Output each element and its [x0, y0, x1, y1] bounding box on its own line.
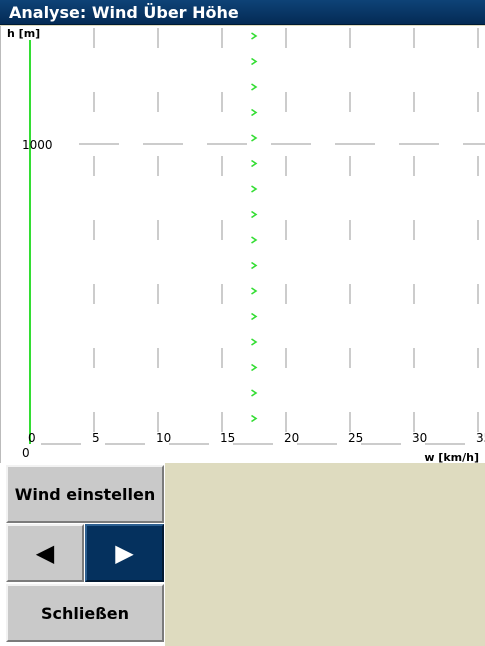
x-axis-label: w [km/h] — [424, 451, 479, 463]
wind-profile-chart: h [m] 1000 0 5 10 15 20 25 30 35 0 w [km/h] — [0, 26, 485, 463]
wind-data-point — [251, 338, 258, 346]
wind-data-point — [251, 261, 258, 270]
wind-data-point — [251, 108, 258, 117]
wind-data-point — [251, 134, 258, 142]
wind-data-point — [251, 389, 258, 397]
wind-data-point — [251, 210, 258, 219]
wind-data-point — [251, 414, 258, 423]
x-tick-label: 20 — [284, 431, 299, 445]
x-tick-label: 10 — [156, 431, 171, 445]
arrow-left-icon: ◀ — [35, 539, 55, 567]
wind-data-point — [251, 57, 258, 66]
x-tick-label: 15 — [220, 431, 235, 445]
wind-data-point — [251, 287, 258, 295]
close-button-label: Schließen — [41, 603, 129, 623]
wind-data-point — [251, 159, 258, 168]
wind-data-point — [251, 363, 258, 372]
wind-data-point — [251, 312, 258, 321]
x-tick-label: 35 — [476, 431, 485, 445]
wind-data-point — [251, 32, 258, 40]
wind-data-point — [251, 83, 258, 91]
close-button[interactable]: Schließen — [6, 584, 164, 642]
y-axis-label: h [m] — [7, 27, 40, 40]
wind-profile-plot: h [m] 1000 0 5 10 15 20 25 30 35 0 w [km/h] — [7, 27, 485, 463]
previous-button[interactable]: ◀ — [6, 524, 84, 582]
y-tick-label: 1000 — [22, 138, 53, 152]
button-panel: Wind einstellen ◀ ▶ Schließen — [0, 463, 165, 646]
wind-data-point — [251, 185, 258, 193]
arrow-right-icon: ▶ — [115, 539, 134, 567]
x-tick-label: 25 — [348, 431, 363, 445]
wind-settings-button[interactable]: Wind einstellen — [6, 465, 164, 523]
wind-data-point — [251, 236, 258, 244]
x-tick-label: 0 — [28, 431, 36, 445]
x-tick-label: 30 — [412, 431, 427, 445]
origin-label: 0 — [22, 446, 30, 460]
wind-settings-button-label: Wind einstellen — [14, 484, 156, 504]
window-title: Analyse: Wind Über Höhe — [0, 0, 485, 25]
x-tick-label: 5 — [92, 431, 100, 445]
empty-panel — [165, 463, 485, 646]
next-button[interactable]: ▶ — [85, 524, 164, 582]
